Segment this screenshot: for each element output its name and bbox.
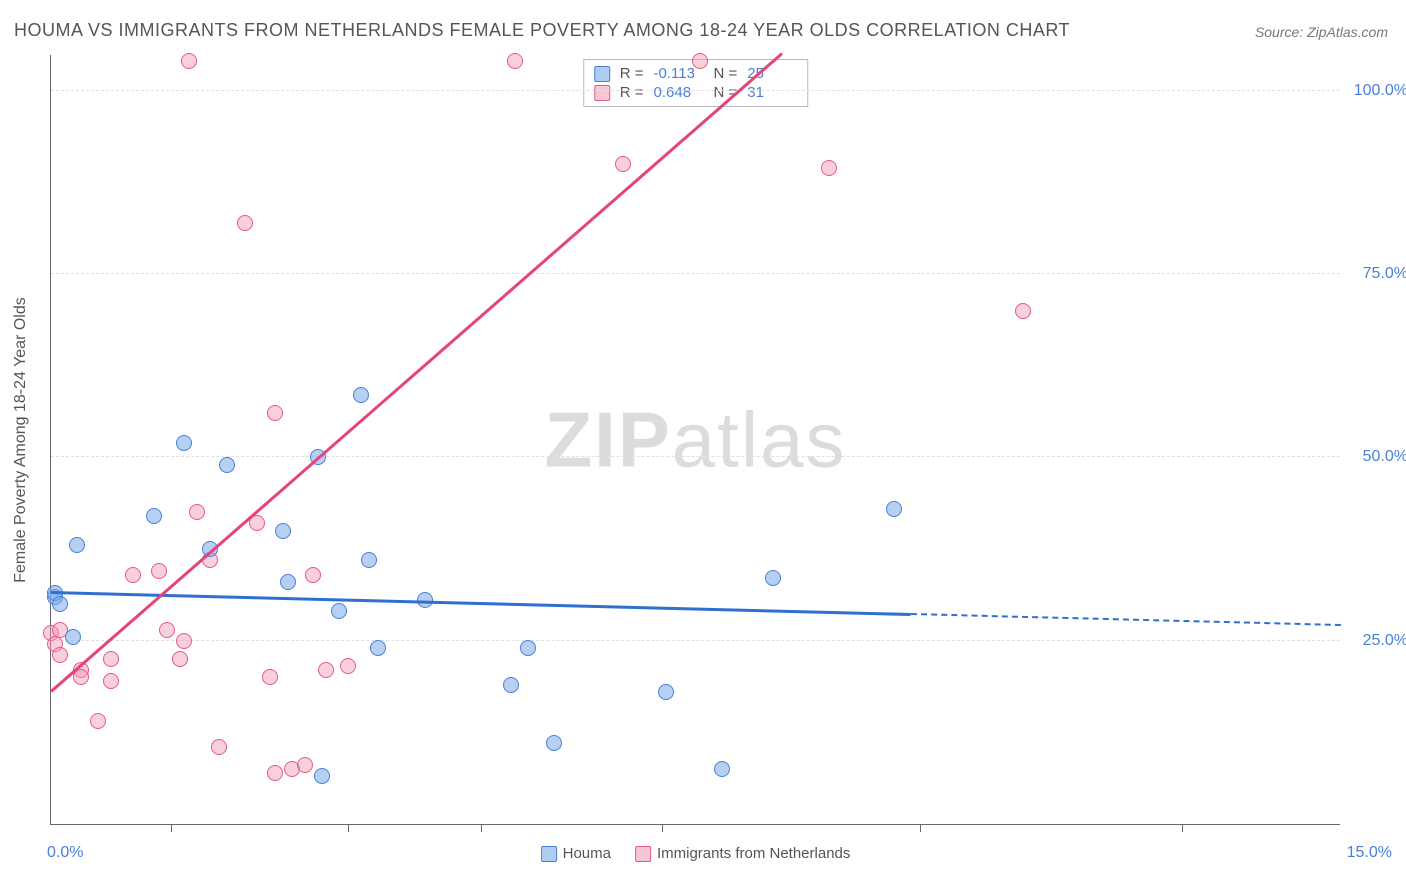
data-point-houma (69, 537, 85, 553)
netherlands-swatch (594, 85, 610, 101)
data-point-houma (219, 457, 235, 473)
x-tick (1182, 824, 1183, 832)
data-point-houma (886, 501, 902, 517)
data-point-houma (520, 640, 536, 656)
gridline (51, 456, 1340, 457)
data-point-netherlands (262, 669, 278, 685)
data-point-netherlands (1015, 303, 1031, 319)
trendline (50, 52, 783, 692)
data-point-netherlands (52, 647, 68, 663)
legend-item-netherlands: Immigrants from Netherlands (635, 845, 850, 862)
series-legend: Houma Immigrants from Netherlands (541, 845, 851, 862)
netherlands-n-value: 31 (747, 84, 797, 101)
data-point-houma (52, 596, 68, 612)
data-point-houma (146, 508, 162, 524)
x-tick (481, 824, 482, 832)
data-point-houma (546, 735, 562, 751)
legend-label-netherlands: Immigrants from Netherlands (657, 845, 850, 862)
trendline-extrapolated (911, 613, 1341, 626)
data-point-netherlands (125, 567, 141, 583)
data-point-netherlands (73, 669, 89, 685)
y-tick-label: 25.0% (1348, 632, 1406, 650)
data-point-netherlands (507, 53, 523, 69)
data-point-houma (361, 552, 377, 568)
houma-swatch (594, 66, 610, 82)
y-tick-label: 75.0% (1348, 265, 1406, 283)
source-attribution: Source: ZipAtlas.com (1255, 24, 1388, 40)
data-point-houma (370, 640, 386, 656)
data-point-netherlands (249, 515, 265, 531)
data-point-netherlands (615, 156, 631, 172)
x-axis-min-label: 0.0% (47, 844, 83, 862)
data-point-netherlands (211, 739, 227, 755)
y-tick-label: 50.0% (1348, 448, 1406, 466)
data-point-houma (280, 574, 296, 590)
legend-swatch-houma (541, 846, 557, 862)
netherlands-r-value: 0.648 (654, 84, 704, 101)
data-point-houma (331, 603, 347, 619)
x-tick (171, 824, 172, 832)
chart-title: HOUMA VS IMMIGRANTS FROM NETHERLANDS FEM… (14, 20, 1070, 41)
data-point-houma (314, 768, 330, 784)
x-axis-max-label: 15.0% (1347, 844, 1392, 862)
watermark: ZIPatlas (544, 394, 846, 485)
legend-swatch-netherlands (635, 846, 651, 862)
gridline (51, 640, 1340, 641)
data-point-houma (765, 570, 781, 586)
gridline (51, 273, 1340, 274)
legend-item-houma: Houma (541, 845, 611, 862)
data-point-houma (65, 629, 81, 645)
plot-area: ZIPatlas Female Poverty Among 18-24 Year… (50, 55, 1340, 825)
stats-row-netherlands: R = 0.648 N = 31 (594, 83, 798, 102)
data-point-netherlands (318, 662, 334, 678)
data-point-netherlands (340, 658, 356, 674)
data-point-houma (353, 387, 369, 403)
y-axis-label: Female Poverty Among 18-24 Year Olds (12, 297, 30, 583)
data-point-netherlands (181, 53, 197, 69)
data-point-netherlands (267, 405, 283, 421)
trendline (51, 591, 911, 615)
data-point-netherlands (692, 53, 708, 69)
data-point-netherlands (90, 713, 106, 729)
data-point-houma (275, 523, 291, 539)
legend-label-houma: Houma (563, 845, 611, 862)
data-point-netherlands (103, 651, 119, 667)
data-point-netherlands (237, 215, 253, 231)
data-point-netherlands (305, 567, 321, 583)
y-tick-label: 100.0% (1348, 82, 1406, 100)
data-point-netherlands (103, 673, 119, 689)
data-point-houma (714, 761, 730, 777)
data-point-netherlands (159, 622, 175, 638)
x-tick (662, 824, 663, 832)
data-point-netherlands (189, 504, 205, 520)
x-tick (348, 824, 349, 832)
data-point-netherlands (821, 160, 837, 176)
data-point-netherlands (176, 633, 192, 649)
data-point-netherlands (151, 563, 167, 579)
data-point-houma (658, 684, 674, 700)
data-point-houma (503, 677, 519, 693)
data-point-netherlands (297, 757, 313, 773)
x-tick (920, 824, 921, 832)
data-point-netherlands (267, 765, 283, 781)
gridline (51, 90, 1340, 91)
data-point-houma (176, 435, 192, 451)
data-point-netherlands (172, 651, 188, 667)
